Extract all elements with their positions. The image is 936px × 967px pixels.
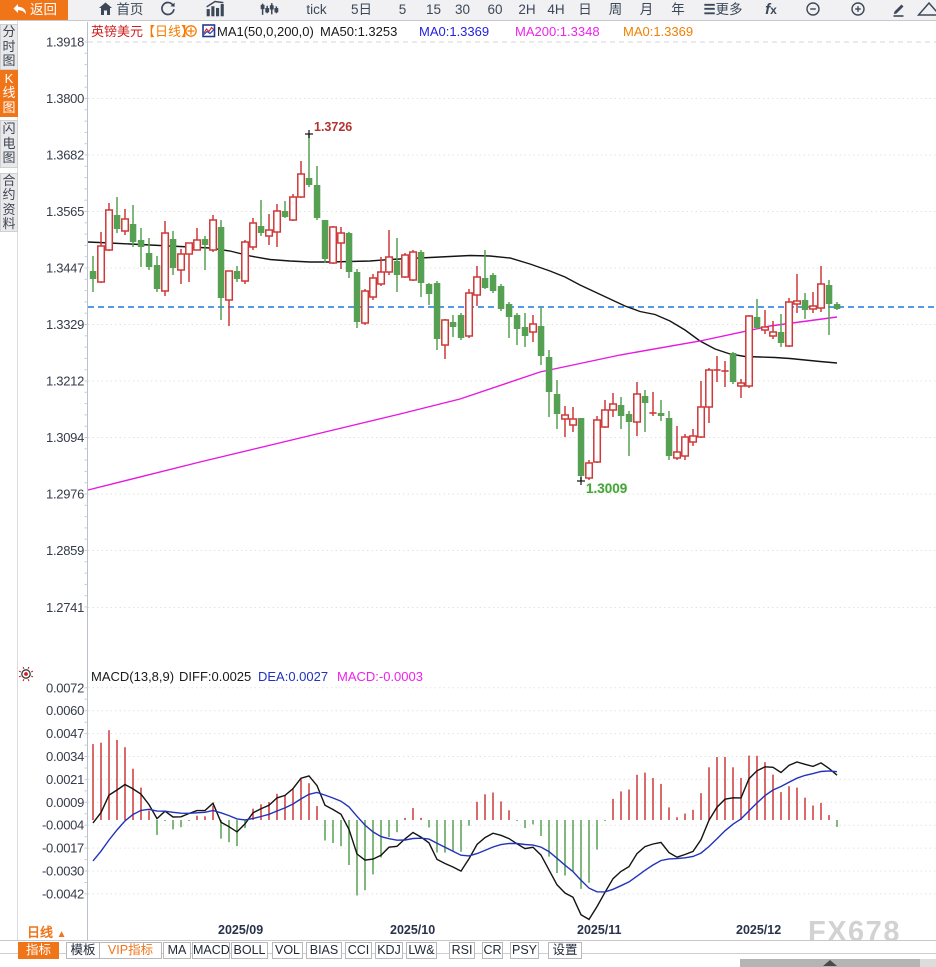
svg-text:2025/10: 2025/10 [390,923,435,937]
svg-text:MA0:1.3369: MA0:1.3369 [419,24,489,39]
svg-text:1.3682: 1.3682 [46,148,84,163]
svg-text:2025/11: 2025/11 [577,923,622,937]
svg-text:1.3094: 1.3094 [46,430,84,445]
svg-text:DEA:0.0027: DEA:0.0027 [258,669,328,684]
svg-text:1.2859: 1.2859 [46,543,84,558]
svg-text:1.3447: 1.3447 [46,261,84,276]
svg-text:【日线】: 【日线】 [142,24,194,39]
svg-text:0.0060: 0.0060 [46,703,84,718]
svg-text:MA0:1.3369: MA0:1.3369 [623,24,693,39]
svg-text:MA200:1.3348: MA200:1.3348 [515,24,600,39]
svg-text:1.2976: 1.2976 [46,487,84,502]
svg-text:2025/09: 2025/09 [218,923,263,937]
svg-text:0.0034: 0.0034 [46,749,84,764]
svg-text:1.3329: 1.3329 [46,317,84,332]
svg-text:2025/12: 2025/12 [736,923,781,937]
svg-text:MA1(50,0,200,0): MA1(50,0,200,0) [217,24,314,39]
svg-text:0.0072: 0.0072 [46,680,84,695]
svg-text:1.3565: 1.3565 [46,204,84,219]
svg-text:-0.0030: -0.0030 [42,864,84,879]
svg-text:MACD(13,8,9): MACD(13,8,9) [91,669,174,684]
svg-text:DIFF:0.0025: DIFF:0.0025 [179,669,251,684]
svg-text:1.2741: 1.2741 [46,600,84,615]
svg-text:MACD:-0.0003: MACD:-0.0003 [337,669,423,684]
svg-text:1.3918: 1.3918 [46,35,84,50]
svg-text:MA50:1.3253: MA50:1.3253 [320,24,397,39]
svg-text:0.0009: 0.0009 [46,795,84,810]
svg-text:1.3212: 1.3212 [46,374,84,389]
svg-text:1.3726: 1.3726 [314,120,352,134]
svg-text:-0.0004: -0.0004 [42,818,84,833]
svg-text:0.0021: 0.0021 [46,772,84,787]
svg-text:英镑美元: 英镑美元 [91,24,143,39]
svg-text:-0.0042: -0.0042 [42,886,84,901]
svg-text:-0.0017: -0.0017 [42,841,84,856]
svg-text:0.0047: 0.0047 [46,726,84,741]
svg-text:1.3800: 1.3800 [46,91,84,106]
svg-text:1.3009: 1.3009 [586,481,627,496]
